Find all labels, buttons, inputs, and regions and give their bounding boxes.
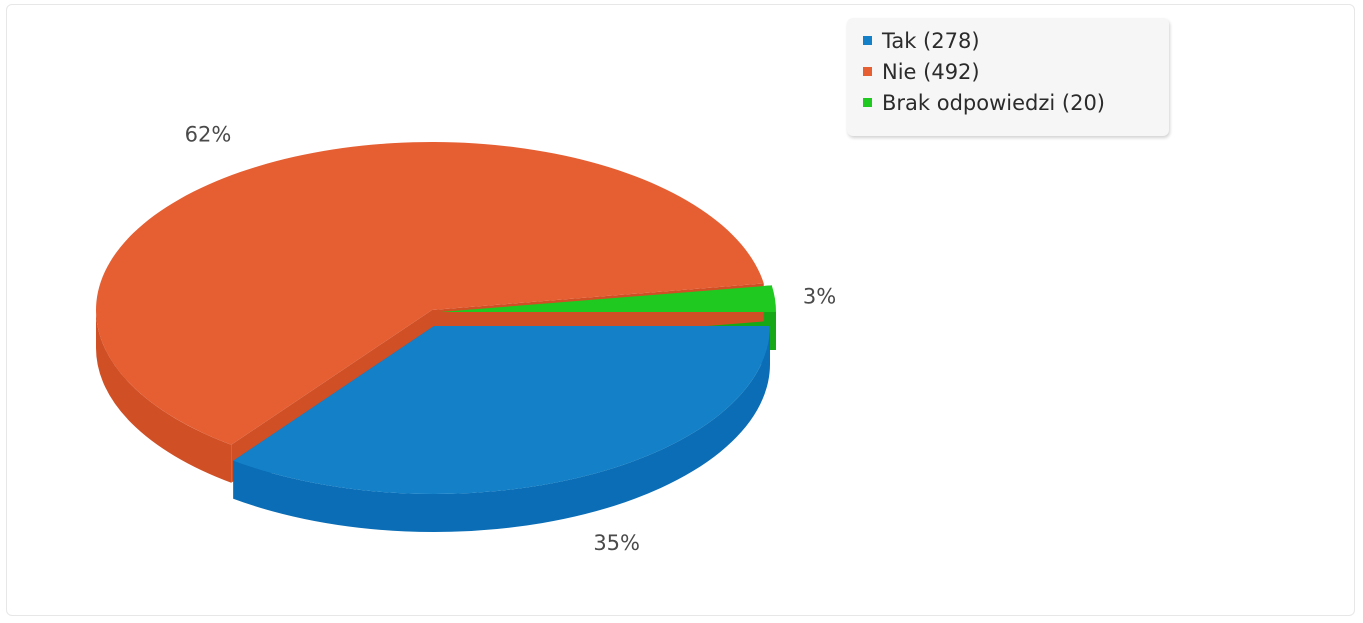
pie-wall-nie[interactable]: [96, 310, 232, 483]
legend-swatch-brak-odpowiedzi: [863, 98, 872, 107]
pie-tops: [96, 141, 777, 495]
pie-label-tak: 35%: [593, 531, 640, 555]
pie-label-nie: 62%: [185, 122, 232, 146]
legend-label-tak: Tak (278): [882, 29, 980, 53]
pie-slice-nie[interactable]: [96, 141, 764, 445]
legend-swatch-tak: [863, 36, 872, 45]
legend-item-brak-odpowiedzi[interactable]: Brak odpowiedzi (20): [863, 90, 1169, 121]
legend-item-tak[interactable]: Tak (278): [863, 28, 1169, 59]
pie-label-brak-odpowiedzi: 3%: [803, 284, 836, 308]
pie-slice-tak[interactable]: [233, 326, 770, 495]
pie-slice-brak-odpowiedzi[interactable]: [440, 285, 777, 312]
legend-label-nie: Nie (492): [882, 60, 980, 84]
legend-item-nie[interactable]: Nie (492): [863, 59, 1169, 90]
legend-swatch-nie: [863, 67, 872, 76]
legend-label-brak-odpowiedzi: Brak odpowiedzi (20): [882, 91, 1106, 115]
chart-legend: Tak (278) Nie (492) Brak odpowiedzi (20): [847, 18, 1169, 136]
pie-wall-tak[interactable]: [233, 326, 770, 533]
